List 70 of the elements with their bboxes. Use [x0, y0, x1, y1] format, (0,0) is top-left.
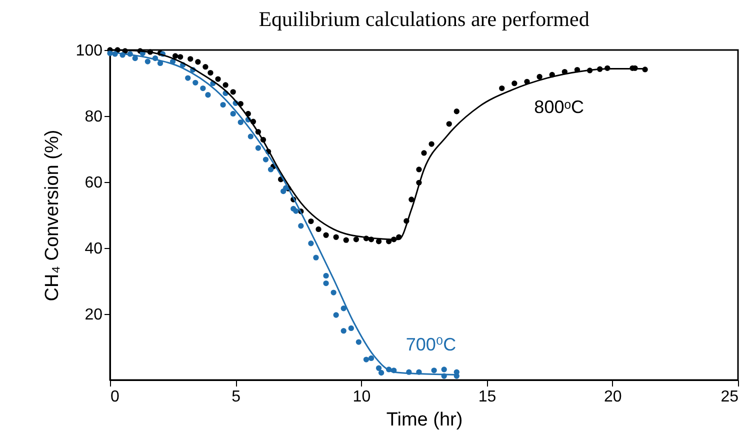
- point: [205, 92, 211, 98]
- point: [230, 89, 236, 95]
- point: [376, 365, 382, 371]
- point: [293, 208, 299, 214]
- point: [313, 254, 319, 260]
- point: [185, 75, 191, 81]
- point: [428, 141, 434, 147]
- x-tick-label: 10: [352, 388, 371, 406]
- point: [230, 110, 236, 117]
- point: [323, 280, 329, 286]
- point: [255, 145, 262, 151]
- point: [340, 328, 346, 334]
- point: [195, 59, 201, 65]
- point: [343, 237, 349, 243]
- point: [356, 339, 362, 345]
- x-tick-label: 0: [110, 388, 120, 406]
- point: [512, 80, 518, 86]
- y-tick-label: 100: [76, 42, 103, 60]
- point: [298, 223, 304, 229]
- point: [340, 306, 346, 312]
- chart-title: Equilibrium calculations are performed: [258, 7, 590, 31]
- y-axis-title: CH₄ Conversion (%): [42, 130, 63, 302]
- y-tick-label: 40: [84, 240, 103, 258]
- point: [353, 236, 360, 242]
- point: [368, 355, 374, 362]
- point: [178, 54, 184, 60]
- y-tick-label: 60: [84, 174, 103, 192]
- x-tick-label: 25: [720, 388, 739, 406]
- point: [316, 226, 322, 232]
- point: [431, 368, 437, 374]
- point: [454, 108, 460, 114]
- point: [323, 232, 329, 238]
- point: [416, 166, 422, 172]
- point: [308, 240, 314, 246]
- x-tick-label: 15: [478, 388, 496, 406]
- point: [222, 82, 228, 88]
- point: [172, 53, 178, 59]
- point: [441, 366, 447, 372]
- point: [200, 85, 206, 92]
- x-tick-label: 20: [604, 388, 622, 406]
- point: [323, 272, 329, 279]
- point: [446, 121, 452, 127]
- y-tick-label: 20: [84, 306, 103, 324]
- point: [378, 370, 384, 376]
- annotation: 800ᵒC: [534, 97, 584, 118]
- point: [144, 58, 151, 64]
- point: [215, 76, 221, 82]
- point: [192, 80, 198, 86]
- point: [238, 119, 244, 126]
- point: [536, 74, 542, 80]
- point: [248, 134, 254, 140]
- annotation: 700⁰C: [406, 334, 456, 355]
- x-axis-title: Time (hr): [386, 410, 463, 430]
- point: [363, 356, 370, 362]
- y-tick-label: 80: [84, 108, 103, 126]
- point: [499, 85, 505, 92]
- x-tick-label: 5: [232, 388, 241, 406]
- point: [220, 102, 226, 108]
- point: [268, 166, 274, 172]
- point: [348, 325, 354, 332]
- point: [188, 56, 194, 62]
- point: [333, 312, 339, 318]
- point: [308, 218, 314, 224]
- point: [330, 290, 336, 296]
- point: [333, 234, 339, 240]
- point: [262, 156, 269, 162]
- point: [208, 70, 214, 76]
- point: [202, 64, 208, 70]
- point: [421, 150, 427, 156]
- point: [408, 196, 414, 202]
